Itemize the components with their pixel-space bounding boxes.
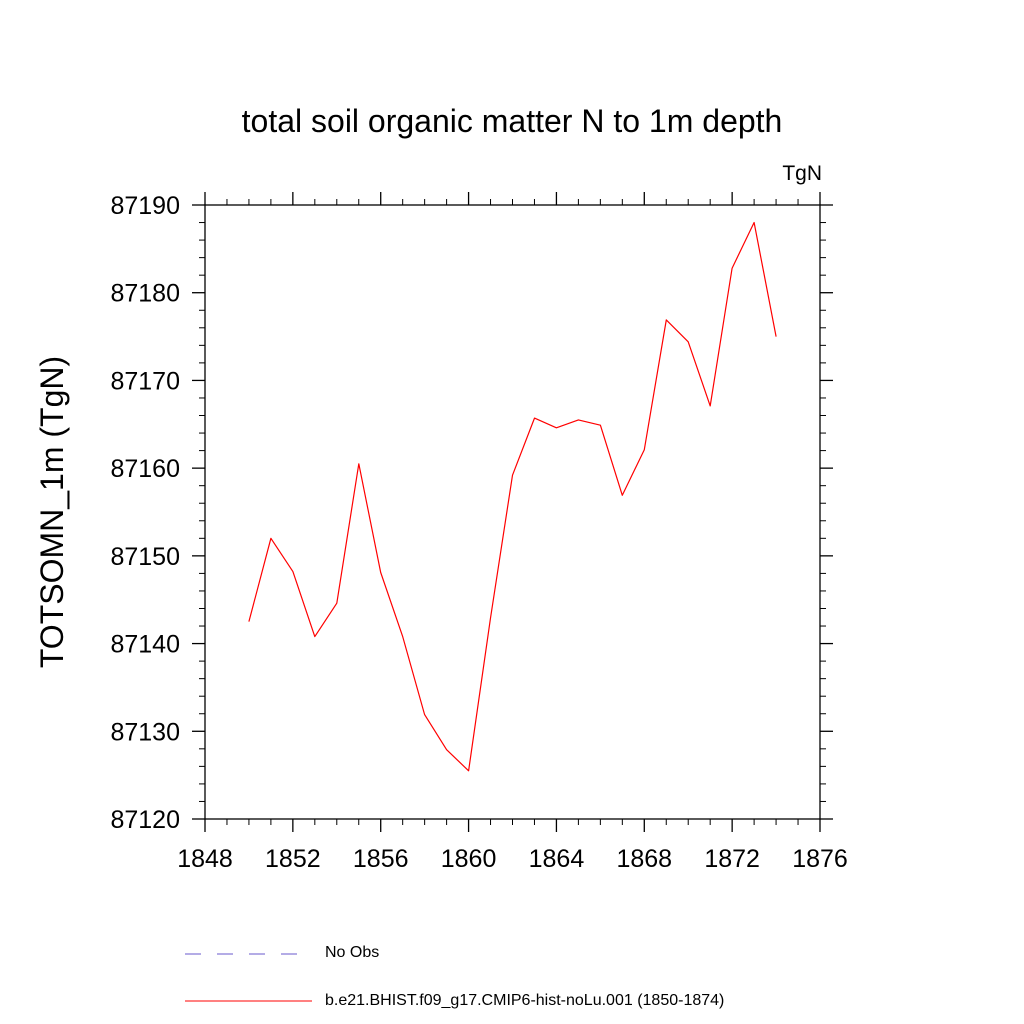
y-tick-label: 87170 (110, 367, 180, 395)
legend-label-model-run: b.e21.BHIST.f09_g17.CMIP6-hist-noLu.001 … (325, 992, 725, 1009)
legend (185, 953, 312, 1002)
x-tick-label: 1852 (265, 845, 321, 873)
y-tick-label: 87120 (110, 806, 180, 834)
series-layer (248, 221, 777, 772)
x-tick-label: 1872 (704, 845, 760, 873)
y-tick-label: 87160 (110, 455, 180, 483)
x-tick-label: 1864 (529, 845, 585, 873)
y-axis-label: TOTSOMN_1m (TgN) (34, 356, 70, 668)
axis-ticks: 1848 1852 1856 1860 1864 1868 1872 1876 87120 871… (110, 192, 848, 873)
y-tick-label: 87180 (110, 280, 180, 308)
y-tick-label: 87150 (110, 543, 180, 571)
y-tick-label: 87190 (110, 192, 180, 220)
x-tick-label: 1848 (177, 845, 233, 873)
series-line (248, 221, 777, 772)
x-tick-label: 1860 (441, 845, 497, 873)
x-tick-label: 1868 (616, 845, 672, 873)
x-tick-label: 1856 (353, 845, 409, 873)
y-tick-label: 87130 (110, 718, 180, 746)
y-tick-label: 87140 (110, 631, 180, 659)
x-tick-label: 1876 (792, 845, 848, 873)
units-label: TgN (782, 162, 822, 185)
legend-label-no-obs: No Obs (325, 944, 380, 961)
chart-title: total soil organic matter N to 1m depth (242, 103, 783, 139)
